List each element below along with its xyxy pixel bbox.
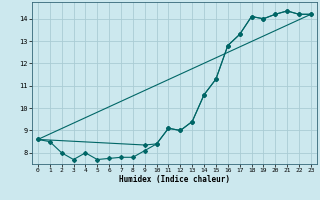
X-axis label: Humidex (Indice chaleur): Humidex (Indice chaleur): [119, 175, 230, 184]
